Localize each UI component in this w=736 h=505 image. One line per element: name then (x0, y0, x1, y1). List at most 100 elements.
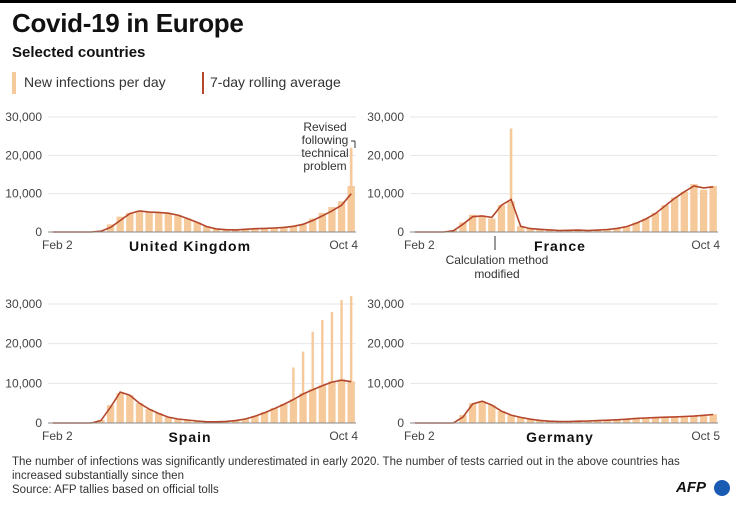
france-annotation-line: Calculation method (446, 253, 549, 267)
united-kingdom-bar (126, 212, 134, 232)
spain-spike-bar (311, 331, 314, 423)
united-kingdom-y-tick: 10,000 (5, 187, 42, 201)
top-rule (0, 0, 736, 3)
germany-bar (478, 401, 486, 423)
spain-bar (126, 395, 134, 423)
france-x-start-label: Feb 2 (404, 238, 435, 252)
spain-bar (251, 415, 259, 423)
france-y-tick: 0 (397, 225, 404, 239)
united-kingdom-bar (174, 214, 182, 232)
united-kingdom-bar (318, 212, 326, 232)
united-kingdom-bar (299, 224, 307, 232)
united-kingdom-bar (183, 218, 192, 232)
france-bar (632, 222, 640, 232)
germany-bar (680, 416, 688, 423)
legend-bars-label: New infections per day (24, 74, 166, 90)
spain-bar (183, 419, 192, 423)
germany-bar (603, 420, 611, 423)
united-kingdom-bar (241, 228, 249, 232)
germany-bar (488, 405, 496, 423)
france-bar (642, 218, 650, 232)
spain-bar (155, 413, 163, 423)
united-kingdom-rolling-average-line (52, 193, 352, 233)
germany-bar (613, 419, 621, 423)
united-kingdom-bar (337, 201, 346, 232)
spain-spike-bar (340, 300, 343, 423)
spain-x-start-label: Feb 2 (42, 429, 73, 443)
germany-bar (459, 415, 467, 423)
france-panel-title: France (534, 238, 586, 254)
legend-line-swatch (202, 72, 204, 94)
afp-logo-text: AFP (676, 479, 706, 496)
france-bar (468, 214, 477, 232)
france-annotation-line: modified (474, 267, 519, 281)
spain-panel-title: Spain (168, 429, 211, 445)
united-kingdom-bar (328, 207, 336, 232)
united-kingdom-bar (289, 225, 298, 232)
germany-rolling-average-line (414, 400, 714, 424)
united-kingdom-bar (116, 216, 124, 232)
france-bar (622, 226, 631, 232)
spain-bar (241, 419, 249, 423)
germany-bar (526, 419, 534, 423)
spain-spike-bar (330, 311, 334, 423)
spain-y-tick: 30,000 (5, 297, 42, 311)
france-bar (478, 216, 486, 232)
germany-bar (709, 414, 717, 423)
afp-logo-dot (714, 480, 730, 496)
spain-bar (193, 421, 201, 423)
united-kingdom-bar (309, 218, 317, 232)
france-rolling-average-line (414, 185, 714, 233)
france-bar (661, 205, 669, 232)
spain-spike-bar (349, 296, 353, 423)
germany-bar (574, 421, 583, 423)
united-kingdom-bar (145, 212, 153, 232)
spain-rolling-average-line (52, 379, 352, 424)
germany-bar (671, 416, 679, 423)
france-y-tick: 30,000 (367, 110, 404, 124)
spain-x-end-label: Oct 4 (329, 429, 358, 443)
germany-y-tick: 30,000 (367, 297, 404, 311)
france-bar (680, 191, 688, 232)
united-kingdom-bar (280, 227, 288, 232)
united-kingdom-bar (135, 210, 144, 232)
legend-bars-swatch (12, 72, 16, 94)
spain-spike-bar (301, 351, 305, 423)
spain-y-tick: 10,000 (5, 376, 42, 390)
united-kingdom-y-tick: 20,000 (5, 148, 42, 162)
germany-bar (468, 403, 477, 423)
spain-bar (174, 419, 182, 423)
united-kingdom-bar (260, 228, 269, 232)
united-kingdom-y-tick: 0 (35, 225, 42, 239)
united-kingdom-bar (193, 222, 201, 232)
france-bar (709, 186, 717, 232)
united-kingdom-bar (212, 228, 221, 232)
france-bar (497, 205, 506, 232)
uk-annotation-line: following (302, 133, 349, 147)
germany-bar (622, 419, 631, 423)
united-kingdom-bar (155, 212, 163, 232)
spain-bar (145, 409, 153, 423)
france-bar (651, 212, 660, 232)
germany-bar (594, 420, 602, 423)
uk-annotation-line: Revised (303, 120, 346, 134)
united-kingdom-bar (270, 227, 278, 232)
spain-bar (270, 407, 278, 423)
france-bar (613, 228, 621, 232)
spain-bar (135, 403, 144, 423)
spain-bar (260, 411, 269, 423)
germany-x-end-label: Oct 5 (691, 429, 720, 443)
france-y-tick: 10,000 (367, 187, 404, 201)
spain-y-tick: 0 (35, 416, 42, 430)
spain-bar (280, 403, 288, 423)
france-bar (488, 218, 496, 232)
france-spike-bar (509, 128, 513, 232)
germany-bar (699, 415, 708, 423)
france-bar (574, 230, 583, 232)
germany-bar (642, 417, 650, 423)
spain-spike-bar (292, 367, 295, 423)
germany-bar (632, 418, 640, 423)
spain-bar (106, 405, 115, 423)
germany-bar (536, 420, 544, 423)
